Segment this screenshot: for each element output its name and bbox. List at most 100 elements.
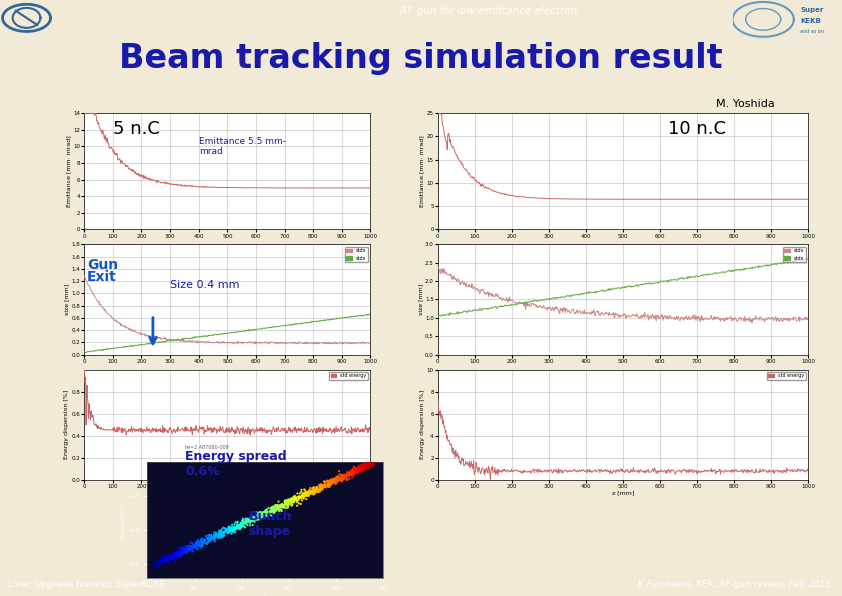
Point <box>169 551 183 560</box>
Point <box>226 525 240 535</box>
Point <box>323 477 337 487</box>
Point <box>306 487 319 496</box>
Point <box>278 501 291 511</box>
Point <box>202 538 216 547</box>
Point <box>278 503 291 513</box>
Point <box>225 524 238 533</box>
Point <box>184 545 197 555</box>
Point <box>229 524 242 533</box>
Point <box>205 531 218 541</box>
Point <box>152 561 165 571</box>
Point <box>279 499 292 508</box>
Point <box>324 479 338 488</box>
Point <box>222 528 236 538</box>
Point <box>194 539 207 549</box>
Point <box>213 529 226 539</box>
Point <box>369 457 382 467</box>
Point <box>219 524 232 534</box>
Point <box>242 517 255 526</box>
Point <box>354 465 368 475</box>
Point <box>332 472 345 482</box>
Point <box>279 496 292 505</box>
Point <box>234 518 248 527</box>
Point <box>228 527 242 537</box>
Point <box>299 489 312 498</box>
Point <box>333 470 346 479</box>
Point <box>196 540 210 550</box>
Point <box>356 467 370 476</box>
Point <box>211 533 225 542</box>
Point <box>209 533 222 542</box>
Point <box>290 494 303 504</box>
Point <box>313 486 327 495</box>
Point <box>207 527 221 537</box>
Point <box>365 460 378 469</box>
Point <box>267 503 280 513</box>
Point <box>333 473 347 483</box>
Point <box>315 483 328 493</box>
Point <box>167 553 180 563</box>
Point <box>227 524 241 533</box>
Point <box>264 507 278 516</box>
Point <box>187 542 200 551</box>
Point <box>363 464 376 474</box>
Point <box>210 532 224 541</box>
Point <box>286 494 300 504</box>
Point <box>256 513 269 522</box>
Point <box>255 510 269 519</box>
Point <box>234 519 248 528</box>
Point <box>334 470 348 480</box>
Point <box>362 459 376 468</box>
Point <box>187 541 200 550</box>
Point <box>204 530 217 540</box>
Text: Energy spread
0.6%: Energy spread 0.6% <box>185 450 287 478</box>
Point <box>247 516 260 526</box>
Point <box>352 461 365 471</box>
Point <box>274 499 288 509</box>
Point <box>214 527 227 536</box>
Point <box>217 527 231 537</box>
Point <box>205 533 219 542</box>
Point <box>352 467 365 477</box>
Point <box>328 476 341 485</box>
Point <box>250 511 264 521</box>
Point <box>310 487 323 496</box>
Point <box>214 532 227 541</box>
Point <box>176 549 189 558</box>
Point <box>220 526 233 535</box>
Point <box>319 483 333 492</box>
Point <box>185 547 199 556</box>
Point <box>335 472 349 482</box>
Point <box>252 508 265 518</box>
Point <box>195 540 208 550</box>
Point <box>226 526 239 536</box>
Point <box>364 458 377 467</box>
Point <box>270 501 284 510</box>
Point <box>316 483 329 492</box>
Point <box>330 475 344 485</box>
Point <box>296 495 309 505</box>
Point <box>327 475 340 485</box>
Point <box>226 526 239 535</box>
Point <box>242 515 255 524</box>
Point <box>326 477 339 486</box>
Point <box>293 493 306 503</box>
Point <box>258 508 271 518</box>
Point <box>303 488 317 497</box>
Point <box>335 471 349 480</box>
Point <box>264 510 277 519</box>
Y-axis label: Energy dispersion [%]: Energy dispersion [%] <box>419 390 424 460</box>
Point <box>222 524 236 533</box>
Point <box>339 470 353 480</box>
Point <box>328 477 342 486</box>
Point <box>347 469 360 479</box>
Point <box>343 468 356 478</box>
Point <box>367 460 381 469</box>
Point <box>354 462 367 472</box>
Point <box>197 536 210 546</box>
Point <box>358 465 371 474</box>
Point <box>153 557 167 567</box>
Point <box>259 508 273 517</box>
Point <box>296 492 309 501</box>
Point <box>158 554 172 564</box>
